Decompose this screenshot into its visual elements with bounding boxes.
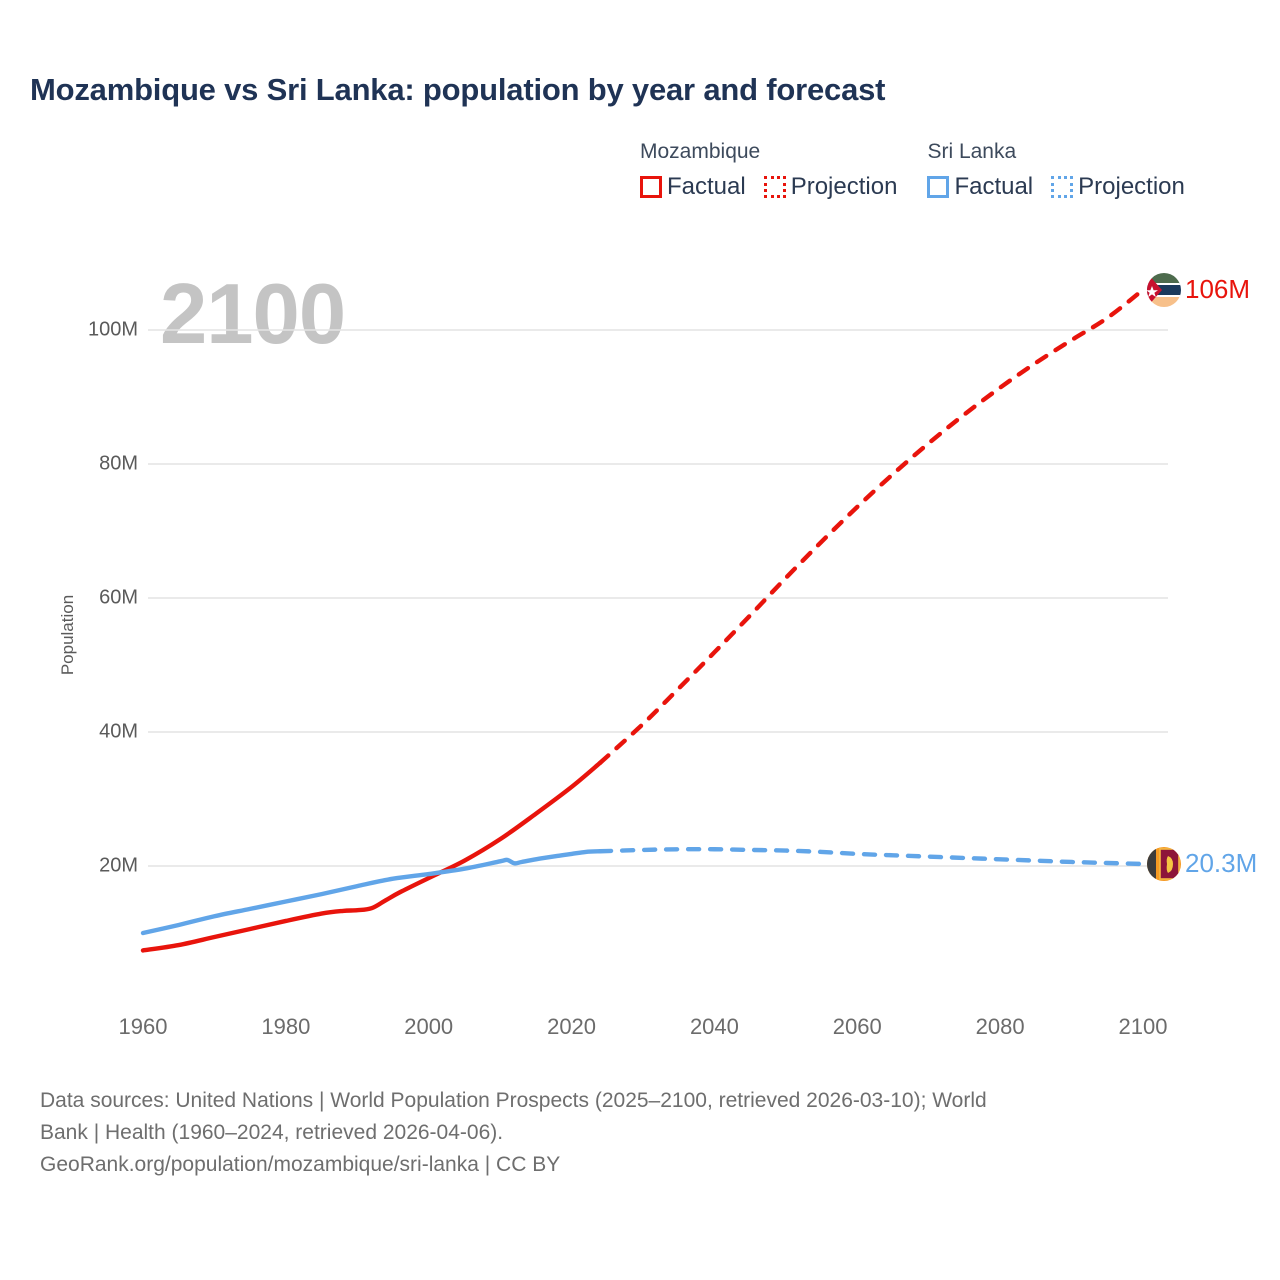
y-axis-tick-label: 40M (99, 720, 138, 743)
legend-item-mozambique-projection[interactable]: Projection (763, 173, 898, 201)
legend-item-sri-lanka-projection[interactable]: Projection (1051, 173, 1185, 201)
x-axis-tick-label: 2020 (547, 1014, 597, 1039)
series-line-mozambique-factual (140, 760, 603, 953)
y-axis-tick-label: 60M (99, 586, 138, 609)
series-end-value: 106M (1185, 274, 1251, 305)
legend-group-title-mozambique: Mozambique (640, 140, 761, 163)
y-axis-title: Population (58, 594, 77, 676)
chart-canvas (140, 287, 1168, 953)
footer-line-2: Bank | Health (1960–2024, retrieved 2026… (40, 1120, 504, 1144)
legend-item-sri-lanka-factual[interactable]: Factual (927, 173, 1033, 201)
series-line-sri-lanka-projection (597, 846, 1146, 867)
footer-line-1: Data sources: United Nations | World Pop… (40, 1089, 987, 1112)
legend-swatch-solid-icon (927, 176, 950, 198)
x-axis-tick-label: 2040 (689, 1014, 739, 1039)
page-title: Mozambique vs Sri Lanka: population by y… (30, 72, 886, 107)
series-line-sri-lanka-factual (140, 849, 603, 936)
plot-area: 2100 Population 20M 40M 60M 80M 100M 1960 198… (58, 267, 1258, 1039)
series-end-label-sri-lanka: 20.3M (1147, 846, 1258, 881)
watermark-year: 2100 (160, 267, 346, 362)
legend-swatch-dotted-icon (1051, 176, 1074, 198)
legend-swatch-solid-icon (640, 176, 662, 198)
legend-label: Projection (790, 173, 898, 200)
sri-lanka-flag-icon (1147, 846, 1181, 881)
x-axis-tick-label: 2000 (404, 1014, 454, 1039)
x-axis-tick-label: 1980 (261, 1014, 311, 1039)
x-axis-tick-label: 1960 (118, 1014, 168, 1039)
y-axis-tick-label: 100M (87, 318, 138, 341)
legend-group-mozambique: Mozambique Factual Projection (640, 140, 897, 201)
legend-label: Projection (1078, 173, 1185, 200)
mozambique-flag-icon (1147, 272, 1181, 307)
y-axis-tick-label: 80M (99, 452, 138, 475)
legend-item-mozambique-factual[interactable]: Factual (640, 173, 746, 201)
series-end-value: 20.3M (1185, 848, 1258, 879)
legend-label: Factual (667, 173, 746, 200)
x-axis-tick-label: 2080 (975, 1014, 1025, 1039)
x-axis-tick-label: 2060 (832, 1014, 882, 1039)
x-axis-tick-label: 2100 (1118, 1014, 1168, 1039)
chart-legend: Mozambique Factual Projection Sri Lanka … (640, 140, 1185, 201)
legend-group-sri-lanka: Sri Lanka Factual Projection (927, 140, 1185, 201)
y-axis-tick-label: 20M (99, 854, 138, 877)
legend-swatch-dotted-icon (763, 176, 786, 198)
footer-sources: Data sources: United Nations | World Pop… (40, 1085, 1250, 1181)
legend-group-title-sri-lanka: Sri Lanka (927, 140, 1017, 163)
footer-line-3: GeoRank.org/population/mozambique/sri-la… (40, 1152, 561, 1176)
legend-label: Factual (954, 173, 1034, 200)
series-end-label-mozambique: 106M (1147, 272, 1251, 307)
series-line-mozambique-projection (597, 287, 1146, 766)
